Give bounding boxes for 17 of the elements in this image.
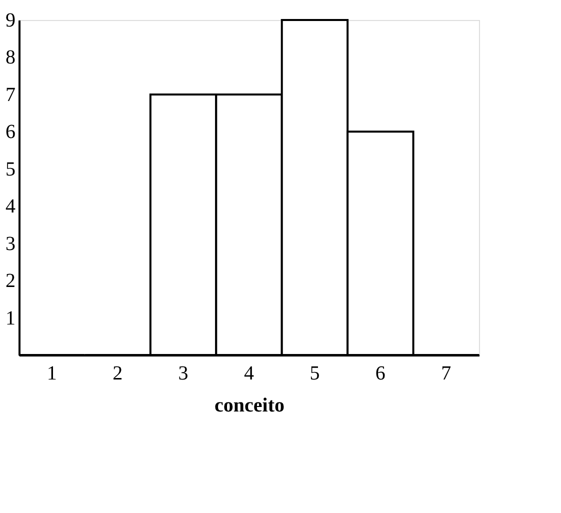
y-tick-label: 8 <box>6 46 16 69</box>
y-tick-label: 3 <box>6 232 16 255</box>
y-tick-label: 5 <box>6 158 16 180</box>
x-tick-label: 7 <box>441 362 452 384</box>
y-tick-label: 2 <box>6 270 16 292</box>
y-tick-label: 9 <box>6 10 16 32</box>
y-tick-label: 6 <box>6 121 16 144</box>
x-tick-label: 1 <box>46 362 57 384</box>
x-tick-label: 4 <box>244 362 254 384</box>
y-tick-label: 7 <box>6 84 16 106</box>
y-tick-label: 4 <box>6 196 16 218</box>
x-axis-title: conceito <box>214 394 284 416</box>
x-tick-label: 2 <box>112 362 123 384</box>
x-tick-label: 3 <box>178 362 188 384</box>
y-tick-label: 1 <box>6 307 16 330</box>
x-tick-label: 6 <box>375 362 386 384</box>
x-tick-label: 5 <box>310 362 320 384</box>
